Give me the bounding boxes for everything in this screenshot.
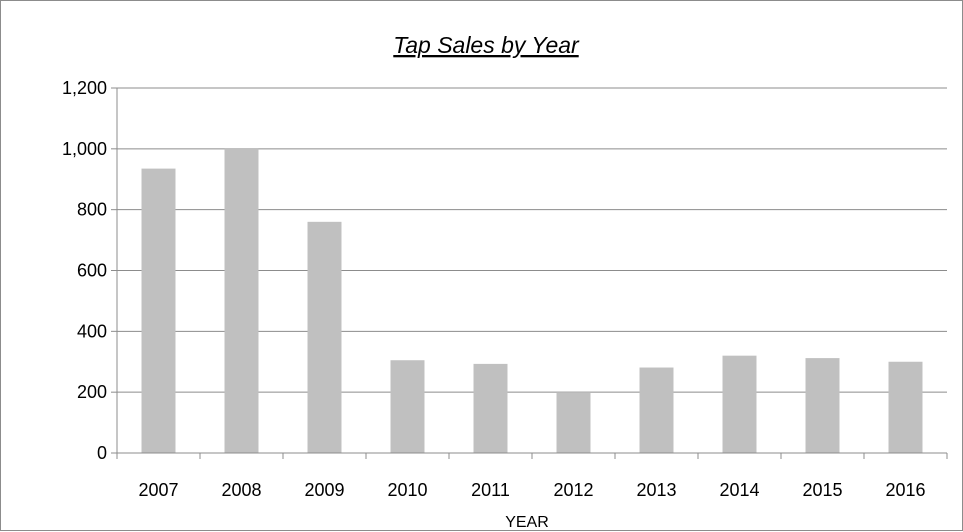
bar bbox=[556, 392, 591, 453]
y-axis: 0 200 400 600 800 1,000 1,200 bbox=[62, 78, 118, 463]
x-tick-label: 2009 bbox=[304, 480, 344, 500]
y-tick-label: 1,200 bbox=[62, 78, 107, 98]
x-tick-label: 2010 bbox=[387, 480, 427, 500]
bar bbox=[722, 355, 757, 453]
x-tick-label: 2008 bbox=[221, 480, 261, 500]
y-tick-label: 200 bbox=[77, 382, 107, 402]
y-tick-label: 600 bbox=[77, 261, 107, 281]
x-tick-label: 2014 bbox=[719, 480, 759, 500]
x-tick-label: 2011 bbox=[471, 480, 510, 500]
bar bbox=[141, 168, 176, 453]
y-tick-label: 400 bbox=[77, 321, 107, 341]
x-axis-label: YEAR bbox=[505, 514, 549, 531]
x-tick-label: 2007 bbox=[138, 480, 178, 500]
x-axis: 2007 2008 2009 2010 2011 2012 2013 2014 2015 2016 bbox=[116, 452, 948, 500]
x-tick-label: 2015 bbox=[802, 480, 842, 500]
bar bbox=[390, 360, 425, 453]
bar bbox=[639, 367, 674, 453]
x-tick-label: 2012 bbox=[553, 480, 593, 500]
bar bbox=[805, 358, 840, 453]
y-tick-label: 0 bbox=[97, 443, 107, 463]
bar bbox=[473, 363, 508, 453]
y-tick-label: 800 bbox=[77, 200, 107, 220]
bar bbox=[888, 361, 923, 453]
x-tick-label: 2016 bbox=[885, 480, 925, 500]
x-tick-label: 2013 bbox=[636, 480, 676, 500]
chart-title: Tap Sales by Year bbox=[393, 32, 580, 58]
bar bbox=[224, 148, 259, 454]
y-tick-label: 1,000 bbox=[62, 139, 107, 159]
bars bbox=[141, 148, 923, 454]
bar bbox=[307, 221, 342, 453]
